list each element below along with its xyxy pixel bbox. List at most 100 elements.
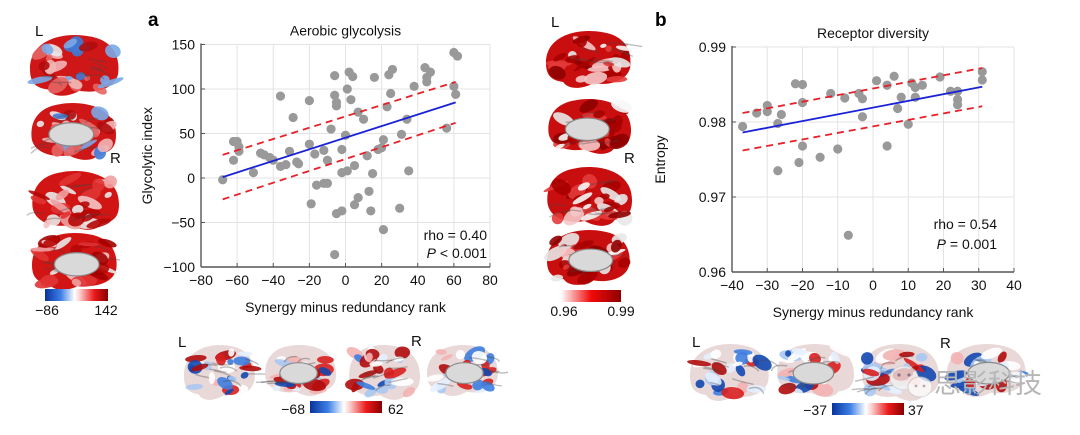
brain-region bbox=[615, 45, 632, 51]
brain-region bbox=[549, 235, 563, 246]
brain-sulcus bbox=[704, 366, 720, 373]
brain-b-right-medial bbox=[544, 230, 631, 285]
brain-region bbox=[60, 211, 71, 219]
scatter-point bbox=[797, 79, 808, 90]
scatter-point bbox=[404, 166, 414, 176]
brain-region bbox=[481, 381, 495, 392]
brain-region bbox=[721, 387, 745, 400]
brain-b-right-lateral bbox=[543, 167, 633, 226]
brain-region bbox=[30, 195, 47, 205]
colorbar-a-left-min: −86 bbox=[35, 302, 59, 318]
brain-region bbox=[580, 210, 602, 221]
brain-region bbox=[185, 354, 207, 363]
brain-sulcus bbox=[743, 365, 760, 372]
brain-sulcus bbox=[437, 382, 454, 388]
brain-sulcus bbox=[96, 213, 110, 217]
brain-sulcus bbox=[469, 356, 489, 362]
scatter-point bbox=[826, 88, 836, 99]
brain-region bbox=[43, 237, 59, 248]
brain-region bbox=[358, 370, 378, 379]
brain-region bbox=[562, 264, 570, 270]
brain-sulcus bbox=[619, 50, 634, 57]
brain-region bbox=[882, 349, 907, 361]
brain-region bbox=[862, 368, 880, 377]
chart-receptor-diversity: −40 −30 −20 −10 0 10 20 30 40 0.96 0.97 0.98 0.99 Rec… bbox=[652, 25, 1022, 320]
x-tick-label: 30 bbox=[971, 277, 987, 293]
brain-region bbox=[830, 351, 840, 364]
brain-sulcus bbox=[43, 217, 61, 222]
brain-sulcus bbox=[856, 387, 879, 393]
brain-region bbox=[565, 55, 580, 63]
brain-region bbox=[364, 387, 377, 398]
brain-region bbox=[78, 118, 100, 132]
brain-sulcus bbox=[89, 66, 104, 73]
y-tick-label: 50 bbox=[179, 126, 195, 142]
brain-region bbox=[41, 43, 54, 55]
scatter-point bbox=[275, 91, 286, 101]
y-tick-label: 0.98 bbox=[699, 114, 726, 130]
brain-region bbox=[228, 348, 235, 357]
x-tick-label: −20 bbox=[298, 272, 322, 288]
brain-region bbox=[240, 371, 249, 379]
colorbar-a-bottom bbox=[310, 401, 382, 413]
brain-sulcus bbox=[709, 381, 723, 388]
hemi-label-b-left-L: L bbox=[551, 14, 559, 31]
brain-region bbox=[83, 75, 91, 81]
brain-region bbox=[77, 195, 102, 210]
scatter-point bbox=[348, 71, 358, 82]
ci-upper-line bbox=[222, 81, 456, 156]
brain-region bbox=[577, 182, 590, 191]
brain-region bbox=[600, 187, 622, 202]
fit-line bbox=[222, 101, 456, 178]
hemi-label-a-bottom-L: L bbox=[178, 334, 186, 351]
brain-sulcus bbox=[483, 367, 500, 373]
brain-region bbox=[68, 212, 86, 227]
scatter-point bbox=[228, 155, 239, 165]
brain-region bbox=[550, 274, 564, 282]
brain-region bbox=[68, 78, 83, 90]
brain-medial-wall bbox=[568, 248, 614, 273]
brain-sulcus bbox=[222, 380, 242, 387]
brain-region bbox=[605, 45, 613, 53]
scatter-point bbox=[358, 114, 369, 124]
brain-region bbox=[36, 120, 45, 128]
brain-sulcus bbox=[106, 258, 120, 261]
brain-region bbox=[600, 193, 610, 200]
scatter-point bbox=[364, 186, 374, 196]
brain-region bbox=[53, 237, 72, 250]
scatter-point bbox=[342, 84, 352, 94]
y-tick-label: −100 bbox=[163, 259, 195, 275]
brain-region bbox=[373, 364, 384, 374]
brain-sulcus bbox=[47, 81, 63, 87]
brain-a-left-lateral bbox=[27, 35, 124, 96]
brain-sulcus bbox=[770, 364, 788, 372]
brain-region bbox=[369, 361, 383, 367]
brain-region bbox=[618, 257, 631, 268]
y-tick-label: 150 bbox=[172, 37, 196, 53]
watermark-text: 思影科技 bbox=[934, 369, 1042, 400]
brain-region bbox=[863, 383, 877, 397]
brain-sulcus bbox=[214, 370, 231, 377]
brain-region bbox=[272, 385, 280, 392]
brain-region bbox=[393, 356, 404, 362]
brain-sulcus bbox=[296, 357, 311, 364]
brain-sulcus bbox=[1007, 379, 1024, 384]
brain-region bbox=[997, 351, 1007, 363]
brain-sulcus bbox=[867, 383, 886, 388]
brain-region bbox=[215, 353, 226, 366]
brain-sulcus bbox=[54, 118, 74, 123]
scatter-point bbox=[882, 141, 892, 151]
brain-region bbox=[390, 377, 414, 387]
x-tick-label: 80 bbox=[482, 272, 498, 288]
brain-region bbox=[60, 185, 77, 195]
colorbar-a-left bbox=[45, 289, 108, 301]
brain-region bbox=[30, 247, 55, 252]
colorbar-b-left bbox=[561, 290, 621, 302]
brain-region bbox=[778, 382, 797, 395]
colorbar-b-left-min: 0.96 bbox=[550, 303, 577, 319]
brain-region bbox=[594, 197, 604, 205]
brain-region bbox=[384, 367, 407, 379]
brain-region bbox=[724, 363, 736, 373]
scatter-point bbox=[306, 199, 316, 209]
ci-lower-line bbox=[742, 105, 983, 152]
